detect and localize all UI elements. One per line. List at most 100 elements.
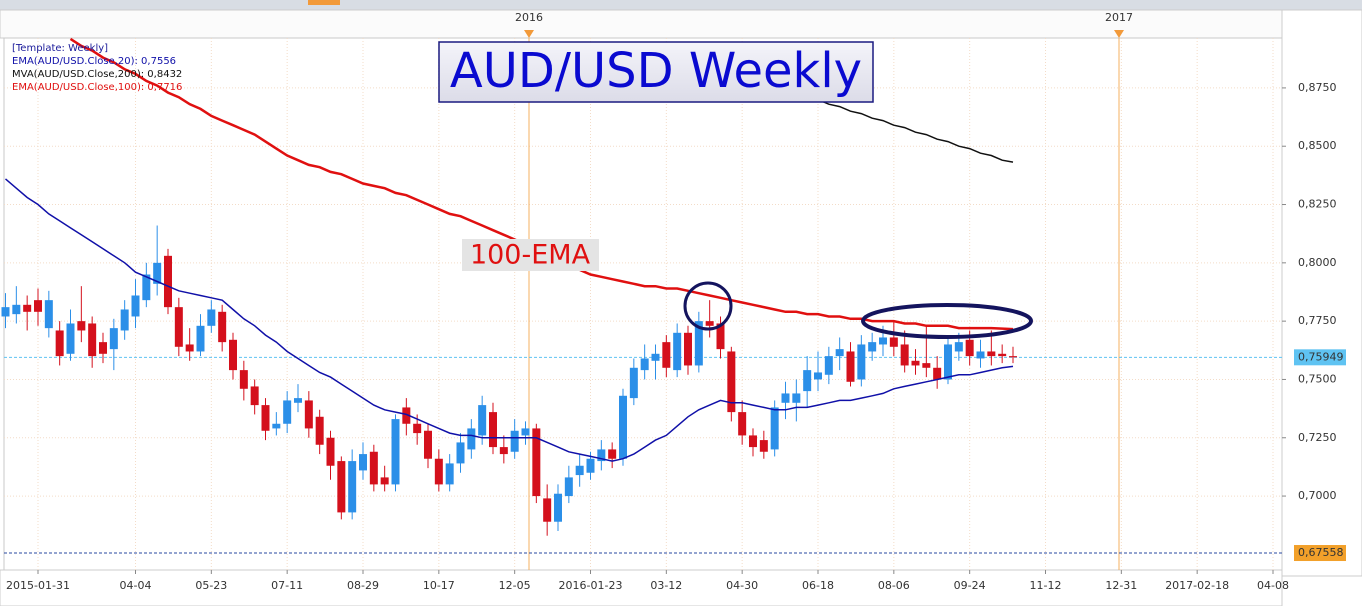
y-tick-label: 0,8750 [1298,81,1337,94]
toolbar-tab[interactable] [308,0,340,5]
candle-body [1,307,10,317]
price-label: 0,67558 [1298,546,1344,559]
overlay: 100-EMA AUD/USD Weekly [Template: Weekly… [6,11,1346,592]
candle-body [727,351,736,413]
candle-body [250,386,259,406]
candle-body [456,442,465,464]
x-tick-label: 10-17 [423,579,455,592]
candle-body [294,398,302,403]
candle-body [272,423,281,429]
candle-body [131,295,140,317]
highlight-circle [683,281,733,331]
candle-body [694,321,703,366]
candle-body [824,356,833,375]
x-tick-label: 08-06 [878,579,910,592]
candle-body [781,393,790,403]
candle-body [846,351,855,382]
candle-body [369,451,378,485]
indicator-line [5,178,1014,462]
candle-body [142,274,151,301]
candle-body [88,323,97,357]
candle-body [34,300,42,312]
candle-body [814,372,822,380]
toolbar [0,0,1362,10]
candle-body [759,440,768,452]
y-tick-label: 0,7500 [1298,372,1337,385]
chart-title: AUD/USD Weekly [450,43,862,99]
candle-body [554,493,562,522]
candle-body [922,363,931,368]
candle-body [120,309,129,331]
candle-body [380,477,389,485]
top-axis [0,9,1283,39]
candle-body [467,428,476,450]
candle-body [489,412,497,448]
plot-area [3,37,1283,571]
candle-body [868,342,877,352]
candle-body [998,353,1007,357]
x-tick-label: 04-04 [120,579,152,592]
candle-body [174,307,183,347]
candle-body [196,325,205,352]
legend-entry: MVA(AUD/USD.Close,200): 0,8432 [12,69,182,80]
candle-body [424,430,432,459]
candle-body [586,458,595,473]
legend-entry: EMA(AUD/USD.Close,20): 0,7556 [12,56,176,67]
candle-body [434,458,443,485]
x-tick-label: 12-31 [1105,579,1137,592]
candle-body [803,370,812,392]
price-tag [1294,545,1346,562]
candle-body [954,342,963,352]
candle-body [510,430,519,452]
x-tick-label: 03-12 [650,579,682,592]
price-tag [1294,349,1346,366]
year-label: 2016 [515,11,543,24]
candle-body [738,412,747,436]
highlight-ellipse [861,303,1033,339]
year-marker [1114,30,1124,38]
x-tick-label: 2015-01-31 [6,579,70,592]
x-tick-label: 2016-01-23 [559,579,623,592]
annotation-bg [462,239,599,271]
y-tick-label: 0,8000 [1298,256,1337,269]
candle-body [283,400,292,424]
candle-body [987,351,996,357]
candle-body [629,367,638,399]
x-tick-label: 11-12 [1030,579,1062,592]
legend-entry: EMA(AUD/USD.Close,100): 0,7716 [12,82,182,93]
candle-body [673,332,682,371]
x-tick-label: 09-24 [954,579,986,592]
candle-body [532,428,541,497]
candle-body [478,405,487,436]
year-marker [524,30,534,38]
x-tick-label: 12-05 [499,579,531,592]
candle-body [749,435,757,448]
candle-body [1009,356,1017,358]
candle-body [944,344,952,380]
candle-body [900,344,909,366]
candle-body [185,344,194,352]
candle-body [304,400,313,429]
candle-body [77,321,86,331]
x-tick-label: 07-11 [271,579,303,592]
candle-body [889,337,898,347]
candle-body [164,255,172,308]
candle-body [218,311,227,343]
y-tick-label: 0,8250 [1298,198,1337,211]
candle-body [976,351,985,359]
candle-body [445,463,454,485]
candle-body [770,407,779,450]
candle-body [229,339,237,371]
candle-body [857,344,866,380]
candle-body [261,405,270,431]
candle-body [619,395,627,459]
candle-body [965,339,974,357]
candle-body [44,300,53,329]
candle-body [705,321,714,326]
candle-body [521,428,530,436]
candle-body [835,349,844,357]
candle-body [911,360,920,366]
candle-body [239,370,248,389]
